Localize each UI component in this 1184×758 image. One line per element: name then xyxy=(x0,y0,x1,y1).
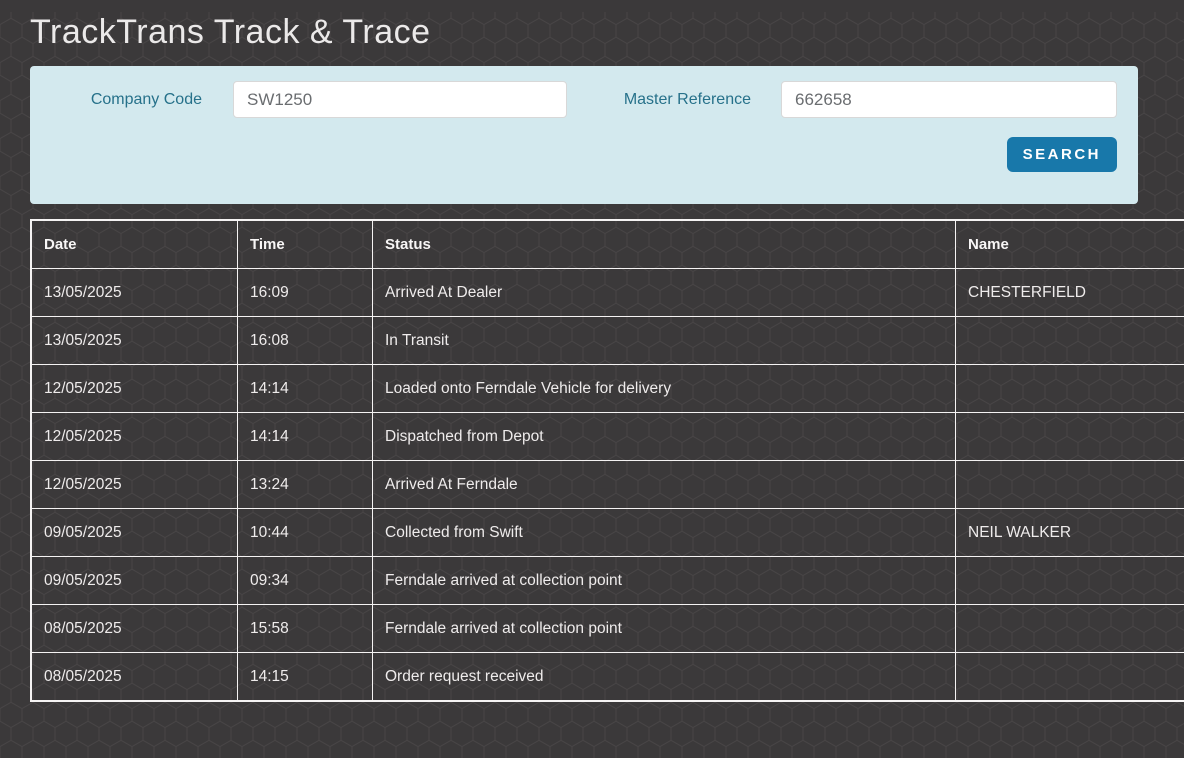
page-title: TrackTrans Track & Trace xyxy=(30,12,1138,52)
cell-status: Arrived At Dealer xyxy=(373,269,956,317)
cell-status: Collected from Swift xyxy=(373,509,956,557)
page-content: TrackTrans Track & Trace Company Code Ma… xyxy=(30,12,1138,702)
cell-date: 13/05/2025 xyxy=(31,269,238,317)
search-fields-row: Company Code Master Reference xyxy=(30,81,1117,118)
tracking-table-body: 13/05/2025 16:09 Arrived At Dealer CHEST… xyxy=(31,269,1184,702)
search-button-row: SEARCH xyxy=(30,137,1117,172)
column-header-status: Status xyxy=(373,220,956,269)
cell-name xyxy=(956,653,1184,702)
master-reference-label: Master Reference xyxy=(567,91,751,109)
search-panel: Company Code Master Reference SEARCH xyxy=(30,66,1138,204)
tracking-table: Date Time Status Name 13/05/2025 16:09 A… xyxy=(30,219,1184,702)
cell-name: CHESTERFIELD xyxy=(956,269,1184,317)
table-row: 12/05/2025 13:24 Arrived At Ferndale xyxy=(31,461,1184,509)
cell-name xyxy=(956,557,1184,605)
table-row: 12/05/2025 14:14 Dispatched from Depot xyxy=(31,413,1184,461)
cell-date: 08/05/2025 xyxy=(31,653,238,702)
cell-status: Ferndale arrived at collection point xyxy=(373,605,956,653)
cell-time: 16:08 xyxy=(238,317,373,365)
cell-date: 12/05/2025 xyxy=(31,365,238,413)
tracking-table-header: Date Time Status Name xyxy=(31,220,1184,269)
cell-status: Ferndale arrived at collection point xyxy=(373,557,956,605)
cell-time: 14:14 xyxy=(238,365,373,413)
cell-date: 09/05/2025 xyxy=(31,557,238,605)
column-header-date: Date xyxy=(31,220,238,269)
table-row: 09/05/2025 09:34 Ferndale arrived at col… xyxy=(31,557,1184,605)
cell-status: In Transit xyxy=(373,317,956,365)
table-row: 13/05/2025 16:08 In Transit xyxy=(31,317,1184,365)
cell-date: 13/05/2025 xyxy=(31,317,238,365)
cell-name xyxy=(956,317,1184,365)
column-header-time: Time xyxy=(238,220,373,269)
master-reference-input[interactable] xyxy=(781,81,1117,118)
cell-name xyxy=(956,461,1184,509)
cell-time: 13:24 xyxy=(238,461,373,509)
cell-date: 12/05/2025 xyxy=(31,413,238,461)
column-header-name: Name xyxy=(956,220,1184,269)
search-button[interactable]: SEARCH xyxy=(1007,137,1117,172)
table-row: 08/05/2025 15:58 Ferndale arrived at col… xyxy=(31,605,1184,653)
cell-status: Order request received xyxy=(373,653,956,702)
cell-name xyxy=(956,365,1184,413)
company-code-label: Company Code xyxy=(30,91,202,109)
cell-time: 16:09 xyxy=(238,269,373,317)
cell-time: 15:58 xyxy=(238,605,373,653)
cell-name: NEIL WALKER xyxy=(956,509,1184,557)
cell-date: 08/05/2025 xyxy=(31,605,238,653)
cell-time: 14:14 xyxy=(238,413,373,461)
cell-date: 09/05/2025 xyxy=(31,509,238,557)
cell-status: Loaded onto Ferndale Vehicle for deliver… xyxy=(373,365,956,413)
table-row: 08/05/2025 14:15 Order request received xyxy=(31,653,1184,702)
table-row: 12/05/2025 14:14 Loaded onto Ferndale Ve… xyxy=(31,365,1184,413)
company-code-input[interactable] xyxy=(233,81,567,118)
cell-time: 09:34 xyxy=(238,557,373,605)
cell-time: 10:44 xyxy=(238,509,373,557)
header-row: Date Time Status Name xyxy=(31,220,1184,269)
cell-time: 14:15 xyxy=(238,653,373,702)
table-row: 13/05/2025 16:09 Arrived At Dealer CHEST… xyxy=(31,269,1184,317)
cell-status: Dispatched from Depot xyxy=(373,413,956,461)
cell-date: 12/05/2025 xyxy=(31,461,238,509)
table-row: 09/05/2025 10:44 Collected from Swift NE… xyxy=(31,509,1184,557)
cell-status: Arrived At Ferndale xyxy=(373,461,956,509)
cell-name xyxy=(956,605,1184,653)
cell-name xyxy=(956,413,1184,461)
